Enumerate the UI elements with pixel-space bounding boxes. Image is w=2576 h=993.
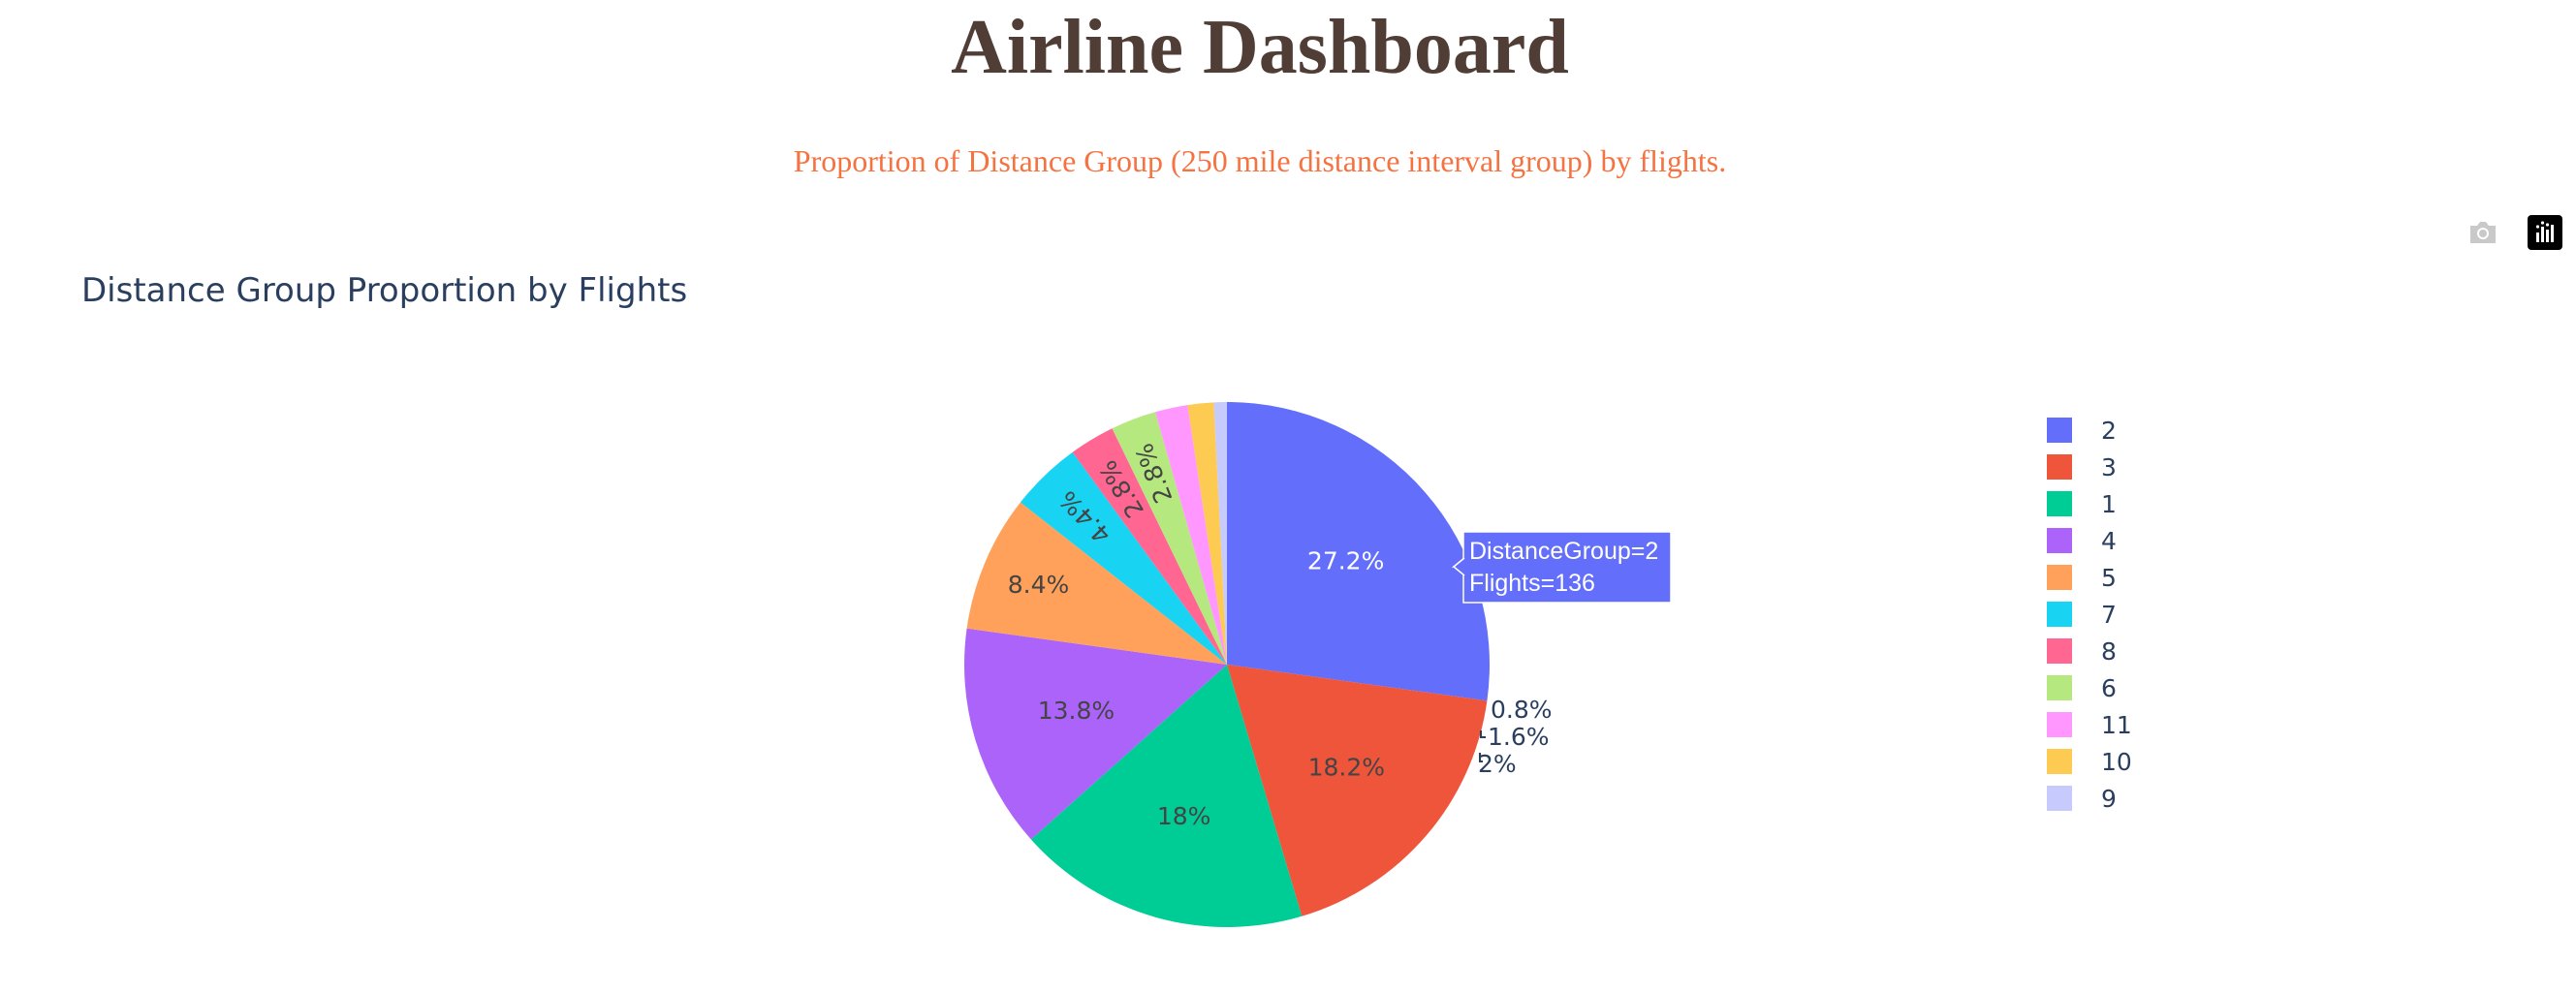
pie-slice-11[interactable] bbox=[1155, 405, 1227, 665]
legend-item-4[interactable]: 4 bbox=[2047, 522, 2132, 559]
legend-label-11: 11 bbox=[2101, 710, 2132, 739]
slice-label-9: 0.8% bbox=[1491, 696, 1553, 724]
slice-labels: 27.2%18.2%18%13.8%8.4%4.4%2.8%2.8%2%1.6%… bbox=[1008, 440, 1553, 830]
legend-label-10: 10 bbox=[2101, 747, 2132, 776]
leader-line-11 bbox=[1479, 753, 1483, 762]
pie-slice-10[interactable] bbox=[1187, 402, 1227, 665]
legend-swatch-4 bbox=[2047, 528, 2072, 553]
slice-label-1: 18% bbox=[1157, 802, 1211, 830]
pie-slice-3[interactable] bbox=[1227, 665, 1488, 916]
legend-item-9[interactable]: 9 bbox=[2047, 780, 2132, 817]
legend-swatch-7 bbox=[2047, 602, 2072, 627]
leader-lines bbox=[1479, 730, 1486, 762]
tooltip-line-group: DistanceGroup=2 bbox=[1469, 538, 1658, 565]
legend-item-8[interactable]: 8 bbox=[2047, 633, 2132, 669]
legend-label-3: 3 bbox=[2101, 452, 2117, 481]
chart-title: Distance Group Proportion by Flights bbox=[81, 271, 688, 310]
legend-item-5[interactable]: 5 bbox=[2047, 559, 2132, 596]
legend-item-11[interactable]: 11 bbox=[2047, 706, 2132, 743]
dashboard-subtitle: Proportion of Distance Group (250 mile d… bbox=[793, 143, 1727, 178]
chart-modebar bbox=[2466, 215, 2562, 250]
legend-swatch-5 bbox=[2047, 565, 2072, 590]
tooltip-line-flights: Flights=136 bbox=[1469, 570, 1595, 597]
legend-label-5: 5 bbox=[2101, 563, 2117, 592]
pie-slices bbox=[964, 402, 1490, 927]
pie-slice-6[interactable] bbox=[1112, 412, 1227, 665]
legend-item-10[interactable]: 10 bbox=[2047, 743, 2132, 780]
slice-label-11: 2% bbox=[1478, 750, 1517, 778]
pie-slice-7[interactable] bbox=[1020, 451, 1227, 665]
plotly-logo-icon[interactable] bbox=[2528, 215, 2562, 250]
legend-swatch-8 bbox=[2047, 638, 2072, 664]
pie-slice-2[interactable] bbox=[1227, 402, 1490, 701]
legend-swatch-6 bbox=[2047, 675, 2072, 700]
legend-swatch-9 bbox=[2047, 786, 2072, 811]
pie-slice-1[interactable] bbox=[1030, 665, 1303, 927]
pie-slice-5[interactable] bbox=[966, 502, 1227, 665]
legend-label-9: 9 bbox=[2101, 784, 2117, 813]
legend-swatch-2 bbox=[2047, 418, 2072, 443]
slice-label-10: 1.6% bbox=[1488, 723, 1550, 751]
pie-slice-9[interactable] bbox=[1213, 402, 1227, 665]
legend-swatch-1 bbox=[2047, 491, 2072, 516]
legend-item-7[interactable]: 7 bbox=[2047, 596, 2132, 633]
pie-slice-4[interactable] bbox=[964, 628, 1227, 840]
legend-label-4: 4 bbox=[2101, 526, 2117, 555]
legend-swatch-3 bbox=[2047, 454, 2072, 480]
camera-icon[interactable] bbox=[2466, 215, 2500, 250]
legend-item-1[interactable]: 1 bbox=[2047, 485, 2132, 522]
leader-line-10 bbox=[1480, 730, 1486, 738]
legend-label-2: 2 bbox=[2101, 416, 2117, 445]
legend-label-7: 7 bbox=[2101, 600, 2117, 629]
legend-swatch-10 bbox=[2047, 749, 2072, 774]
legend-swatch-11 bbox=[2047, 712, 2072, 737]
slice-label-4: 13.8% bbox=[1038, 697, 1115, 725]
legend-item-6[interactable]: 6 bbox=[2047, 669, 2132, 706]
legend-label-6: 6 bbox=[2101, 673, 2117, 702]
chart-legend: 2 3 1 4 5 7 8 6 11 10 9 bbox=[2047, 412, 2132, 817]
slice-label-3: 18.2% bbox=[1308, 753, 1385, 781]
legend-label-1: 1 bbox=[2101, 489, 2117, 518]
pie-slice-8[interactable] bbox=[1072, 428, 1227, 665]
slice-label-2: 27.2% bbox=[1307, 547, 1384, 575]
slice-label-5: 8.4% bbox=[1008, 571, 1070, 599]
legend-item-2[interactable]: 2 bbox=[2047, 412, 2132, 449]
legend-label-8: 8 bbox=[2101, 636, 2117, 666]
legend-item-3[interactable]: 3 bbox=[2047, 449, 2132, 485]
dashboard-title: Airline Dashboard bbox=[951, 5, 1569, 90]
hover-tooltip: DistanceGroup=2 Flights=136 bbox=[1451, 531, 1672, 604]
